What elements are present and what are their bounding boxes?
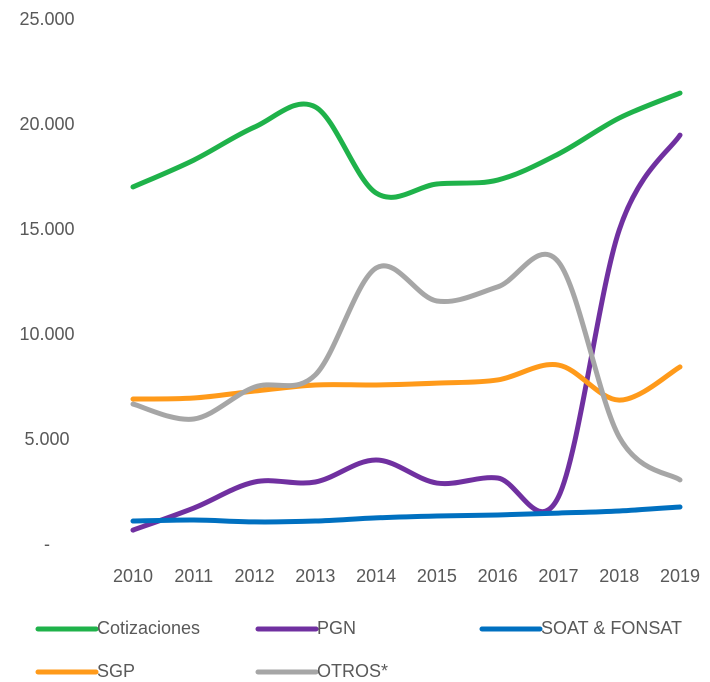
series-line bbox=[130, 362, 683, 403]
legend-label: PGN bbox=[317, 618, 356, 638]
y-tick-label: - bbox=[44, 534, 50, 554]
series-line bbox=[130, 504, 683, 525]
x-tick-label: 2012 bbox=[235, 566, 275, 586]
y-tick-label: 15.000 bbox=[19, 219, 74, 239]
x-tick-label: 2015 bbox=[417, 566, 457, 586]
x-tick-label: 2014 bbox=[356, 566, 396, 586]
series-line bbox=[130, 251, 683, 483]
series-line bbox=[130, 90, 683, 200]
legend-label: Cotizaciones bbox=[97, 618, 200, 638]
x-tick-label: 2010 bbox=[113, 566, 153, 586]
x-tick-label: 2016 bbox=[478, 566, 518, 586]
y-tick-label: 20.000 bbox=[19, 114, 74, 134]
legend-label: SOAT & FONSAT bbox=[541, 618, 682, 638]
legend-label: OTROS* bbox=[317, 661, 388, 681]
series-line bbox=[130, 132, 683, 533]
y-tick-label: 5.000 bbox=[24, 429, 69, 449]
x-tick-label: 2011 bbox=[174, 566, 213, 586]
y-tick-label: 10.000 bbox=[19, 324, 74, 344]
x-tick-label: 2019 bbox=[660, 566, 700, 586]
y-tick-label: 25.000 bbox=[19, 9, 74, 29]
x-tick-label: 2013 bbox=[295, 566, 335, 586]
x-tick-label: 2017 bbox=[538, 566, 578, 586]
legend-label: SGP bbox=[97, 661, 135, 681]
x-tick-label: 2018 bbox=[599, 566, 639, 586]
